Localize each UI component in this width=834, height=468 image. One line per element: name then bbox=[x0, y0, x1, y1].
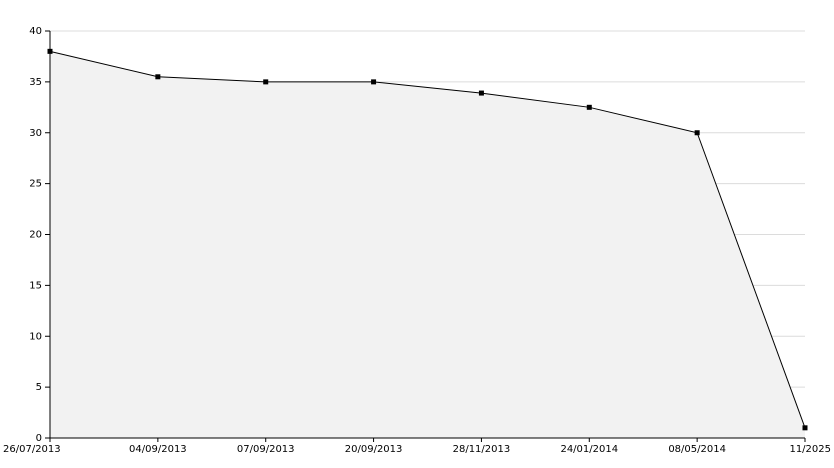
y-tick-label: 10 bbox=[29, 331, 42, 342]
point bbox=[586, 104, 592, 110]
x-tick-label: 11/2025 bbox=[789, 444, 831, 455]
y-tick-label: 5 bbox=[36, 382, 42, 393]
line bbox=[49, 50, 806, 428]
point bbox=[802, 425, 808, 431]
x-tick-label: 07/09/2013 bbox=[237, 444, 295, 455]
point bbox=[478, 90, 484, 96]
point bbox=[694, 130, 700, 136]
y-tick-label: 25 bbox=[29, 179, 42, 190]
y-tick-label: 20 bbox=[29, 230, 42, 241]
x-tick-label: 26/07/2013 bbox=[3, 444, 61, 455]
x-tick-label: 28/11/2013 bbox=[453, 444, 511, 455]
x-tick-label: 08/05/2014 bbox=[668, 444, 726, 455]
y-tick-label: 40 bbox=[29, 26, 42, 37]
y-tick-label: 15 bbox=[29, 280, 42, 291]
point bbox=[371, 79, 377, 85]
area bbox=[50, 51, 805, 438]
x-tick-label: 04/09/2013 bbox=[129, 444, 187, 455]
x-tick-label: 20/09/2013 bbox=[345, 444, 403, 455]
x-tick-label: 24/01/2014 bbox=[560, 444, 618, 455]
y-tick-label: 0 bbox=[36, 433, 42, 444]
point bbox=[263, 79, 269, 85]
y-tick-label: 30 bbox=[29, 128, 42, 139]
point bbox=[155, 74, 161, 80]
y-tick-label: 35 bbox=[29, 77, 42, 88]
